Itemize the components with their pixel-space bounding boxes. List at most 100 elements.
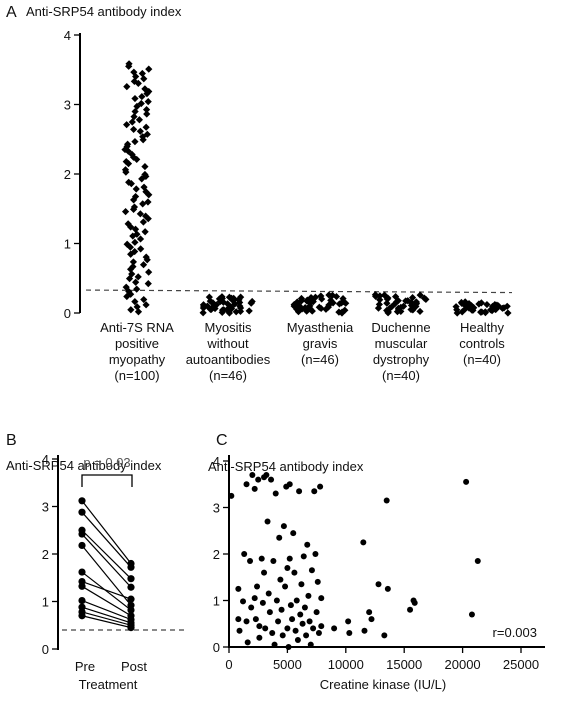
panel-a-dot-g2-36 bbox=[339, 295, 347, 303]
panel-a-dot-g0-42 bbox=[130, 203, 139, 211]
panel-a-dot-g1-9 bbox=[220, 306, 228, 314]
panel-c-point-31 bbox=[273, 597, 280, 604]
panel-c-point-83 bbox=[383, 497, 390, 504]
panel-c-point-56 bbox=[300, 553, 307, 560]
panel-c-ytick-label-2: 2 bbox=[213, 547, 220, 562]
panel-a-dot-g0-11 bbox=[144, 280, 152, 288]
panel-a-dot-g0-5 bbox=[140, 295, 148, 304]
panel-a-dot-g0-71 bbox=[143, 130, 151, 138]
panel-c-ytick-label-4: 4 bbox=[213, 454, 220, 469]
panel-a-dot-g3-38 bbox=[371, 291, 380, 299]
panel-c-point-18 bbox=[259, 599, 266, 606]
panel-c-point-33 bbox=[276, 534, 283, 541]
panel-a-dot-g0-2 bbox=[133, 303, 141, 311]
panel-c-point-84 bbox=[384, 585, 391, 592]
panel-c-point-27 bbox=[269, 630, 276, 637]
panel-a-dot-g0-12 bbox=[132, 278, 140, 286]
panel-a-dot-g0-90 bbox=[123, 83, 131, 91]
panel-a-dot-g1-17 bbox=[203, 302, 212, 310]
panel-b-pair-line-3 bbox=[81, 533, 132, 588]
panel-a-dot-g0-49 bbox=[132, 185, 140, 193]
panel-c-x-ticks: 0 5000 10000 15000 20000 25000 bbox=[225, 647, 539, 672]
panel-b-post-point-2 bbox=[127, 575, 135, 583]
panel-a-dot-g0-60 bbox=[122, 158, 130, 166]
panel-b-post-point-1 bbox=[127, 563, 135, 571]
panel-a-dot-g3-37 bbox=[416, 291, 424, 299]
panel-b-paired-lines bbox=[78, 497, 135, 632]
panel-a: A Anti-SRP54 antibody index 0 1 2 3 4 Anti-7… bbox=[6, 4, 513, 383]
panel-b-ytick-label-4: 4 bbox=[42, 452, 49, 467]
panel-a-dot-g1-42 bbox=[237, 293, 245, 301]
panel-a-dot-g0-3 bbox=[142, 301, 150, 309]
panel-b-pair-line-6 bbox=[81, 580, 132, 600]
panel-a-dot-g2-8 bbox=[322, 305, 330, 313]
panel-a-group-label-1-0: Myositis bbox=[205, 320, 252, 335]
panel-a-dot-g2-5 bbox=[303, 307, 311, 315]
panel-a-dot-g0-85 bbox=[131, 94, 139, 103]
panel-c-title: Anti-SRP54 antibody index bbox=[208, 459, 364, 474]
panel-a-dot-g4-6 bbox=[481, 308, 489, 316]
panel-a-dot-g3-32 bbox=[420, 294, 428, 302]
panel-c-point-12 bbox=[252, 616, 259, 623]
panel-a-dot-g2-41 bbox=[311, 293, 320, 301]
panel-a-dot-g0-52 bbox=[125, 178, 133, 186]
panel-b-pair-line-7 bbox=[81, 585, 132, 617]
panel-c-point-54 bbox=[298, 581, 305, 588]
panel-a-dot-g0-39 bbox=[136, 210, 144, 218]
panel-c-point-1 bbox=[235, 585, 242, 592]
panel-a-dot-g0-6 bbox=[123, 292, 131, 301]
panel-a-ytick-label-1: 1 bbox=[64, 237, 71, 252]
panel-a-dot-g2-45 bbox=[328, 291, 337, 299]
panel-a-dot-g0-50 bbox=[140, 183, 148, 191]
panel-a-dot-g0-84 bbox=[144, 98, 152, 106]
panel-a-dot-g1-24 bbox=[223, 300, 232, 308]
panel-a-group-label-3-2: dystrophy bbox=[373, 352, 430, 367]
panel-c-point-81 bbox=[375, 581, 382, 588]
panel-b-pair-line-8 bbox=[81, 599, 132, 621]
panel-a-group-label-4-0: Healthy bbox=[460, 320, 505, 335]
panel-a-dot-g2-27 bbox=[293, 298, 301, 306]
panel-a-dot-g0-89 bbox=[141, 85, 149, 93]
panel-a-dot-g1-44 bbox=[218, 293, 226, 301]
panel-b-pair-line-11 bbox=[81, 615, 132, 629]
panel-a-dot-g2-20 bbox=[325, 301, 333, 309]
panel-a-dot-g0-19 bbox=[139, 261, 148, 269]
panel-a-dot-g0-72 bbox=[136, 127, 144, 135]
panel-a-dot-g3-9 bbox=[374, 304, 383, 312]
panel-c-point-14 bbox=[255, 476, 262, 483]
panel-a-group-label-3-3: (n=40) bbox=[382, 368, 420, 383]
panel-c-point-90 bbox=[474, 557, 481, 564]
panel-a-cutoff-line bbox=[85, 289, 513, 294]
panel-a-dots bbox=[121, 60, 512, 317]
panel-a-dot-g4-39 bbox=[461, 298, 469, 306]
panel-a-ytick-label-3: 3 bbox=[64, 98, 71, 113]
panel-a-group-label-3-1: muscular bbox=[375, 336, 428, 351]
panel-c-ytick-label-0: 0 bbox=[213, 640, 220, 655]
panel-c-point-61 bbox=[306, 618, 313, 625]
panel-b-pre-point-1 bbox=[78, 508, 86, 516]
panel-a-group-label-2-2: (n=46) bbox=[301, 352, 339, 367]
panel-c-letter: C bbox=[216, 432, 228, 449]
panel-c-point-65 bbox=[311, 488, 318, 495]
panel-a-dot-g3-17 bbox=[375, 300, 383, 309]
panel-b: B Anti-SRP54 antibody index 0 1 2 3 4 p = 0.… bbox=[6, 432, 188, 692]
panel-c-point-30 bbox=[272, 490, 279, 497]
panel-c-point-22 bbox=[263, 471, 270, 478]
panel-a-dot-g4-0 bbox=[504, 309, 512, 317]
panel-a-dot-g4-29 bbox=[483, 300, 491, 309]
panel-a-dot-g0-99 bbox=[125, 60, 133, 68]
panel-a-dot-g1-4 bbox=[232, 308, 240, 316]
panel-c-point-29 bbox=[271, 641, 278, 648]
panel-b-ytick-label-3: 3 bbox=[42, 500, 49, 515]
panel-a-dot-g0-67 bbox=[124, 140, 132, 148]
panel-c-correlation: r=0.003 bbox=[493, 625, 537, 640]
panel-b-pre-point-11 bbox=[78, 612, 86, 620]
panel-a-dot-g0-75 bbox=[123, 121, 131, 129]
panel-c-point-66 bbox=[312, 551, 319, 557]
panel-a-dot-g3-13 bbox=[397, 303, 405, 311]
panel-c-point-16 bbox=[256, 634, 263, 641]
panel-c-point-11 bbox=[251, 595, 258, 602]
panel-a-dot-g0-22 bbox=[142, 253, 150, 261]
panel-a-dot-g2-6 bbox=[308, 307, 316, 315]
